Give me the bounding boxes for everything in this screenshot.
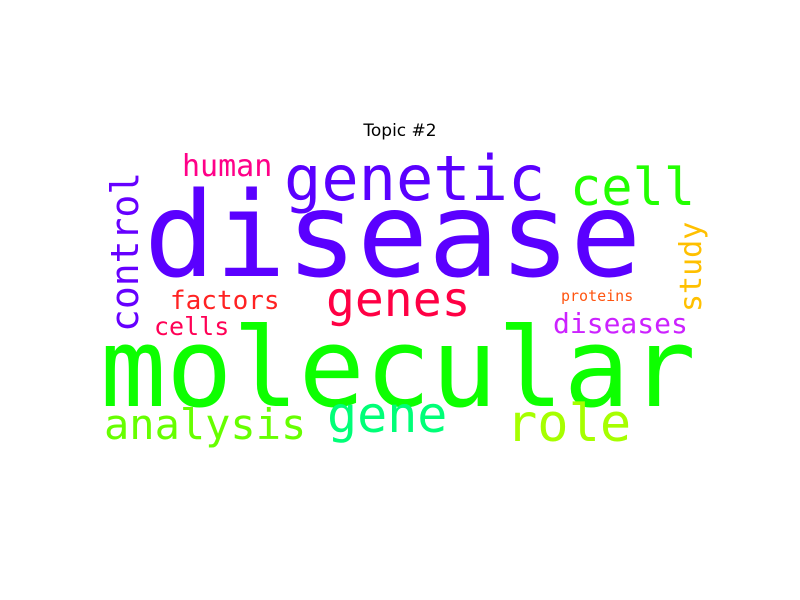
word-genes: genes — [326, 272, 471, 328]
word-cloud: disease molecular genetic cell genes rol… — [100, 146, 718, 457]
word-analysis: analysis — [104, 400, 307, 449]
word-study: study — [674, 221, 709, 312]
figure-title: Topic #2 — [363, 121, 437, 141]
word-human: human — [182, 149, 273, 184]
word-cell: cell — [570, 158, 696, 218]
word-role: role — [506, 394, 632, 454]
word-control: control — [103, 171, 147, 332]
word-cells: cells — [154, 312, 230, 341]
word-proteins: proteins — [561, 287, 634, 305]
word-disease: disease — [144, 166, 642, 304]
word-factors: factors — [170, 286, 280, 316]
word-diseases: diseases — [553, 307, 688, 340]
word-molecular: molecular — [100, 304, 697, 432]
word-genetic: genetic — [284, 146, 546, 215]
word-gene: gene — [327, 386, 448, 444]
